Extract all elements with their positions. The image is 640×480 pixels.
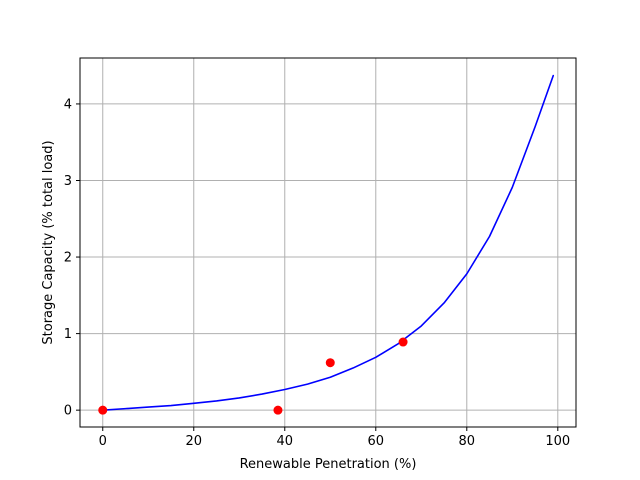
scatter-point bbox=[98, 405, 108, 415]
scatter-point bbox=[273, 405, 283, 415]
grid-layer bbox=[80, 58, 576, 427]
x-tick-label: 80 bbox=[459, 434, 476, 449]
scatter-point bbox=[398, 337, 408, 347]
x-axis-label: Renewable Penetration (%) bbox=[240, 457, 417, 472]
y-tick-label: 3 bbox=[64, 174, 72, 189]
x-tick-label: 40 bbox=[276, 434, 293, 449]
y-tick-label: 4 bbox=[64, 97, 72, 112]
y-axis-label: Storage Capacity (% total load) bbox=[41, 140, 56, 344]
plot-frame bbox=[79, 57, 577, 428]
x-tick-label: 20 bbox=[185, 434, 202, 449]
tick-layer: 0 20 40 60 80 100 0 1 2 3 4 bbox=[64, 97, 570, 449]
y-tick-label: 1 bbox=[64, 327, 72, 342]
y-tick-label: 0 bbox=[64, 404, 72, 419]
y-tick-label: 2 bbox=[64, 251, 72, 266]
plot-layer bbox=[98, 74, 555, 415]
x-tick-label: 60 bbox=[368, 434, 385, 449]
x-tick-label: 100 bbox=[545, 434, 570, 449]
scatter-point bbox=[325, 358, 335, 368]
curve-line bbox=[101, 74, 555, 411]
x-tick-label: 0 bbox=[99, 434, 107, 449]
